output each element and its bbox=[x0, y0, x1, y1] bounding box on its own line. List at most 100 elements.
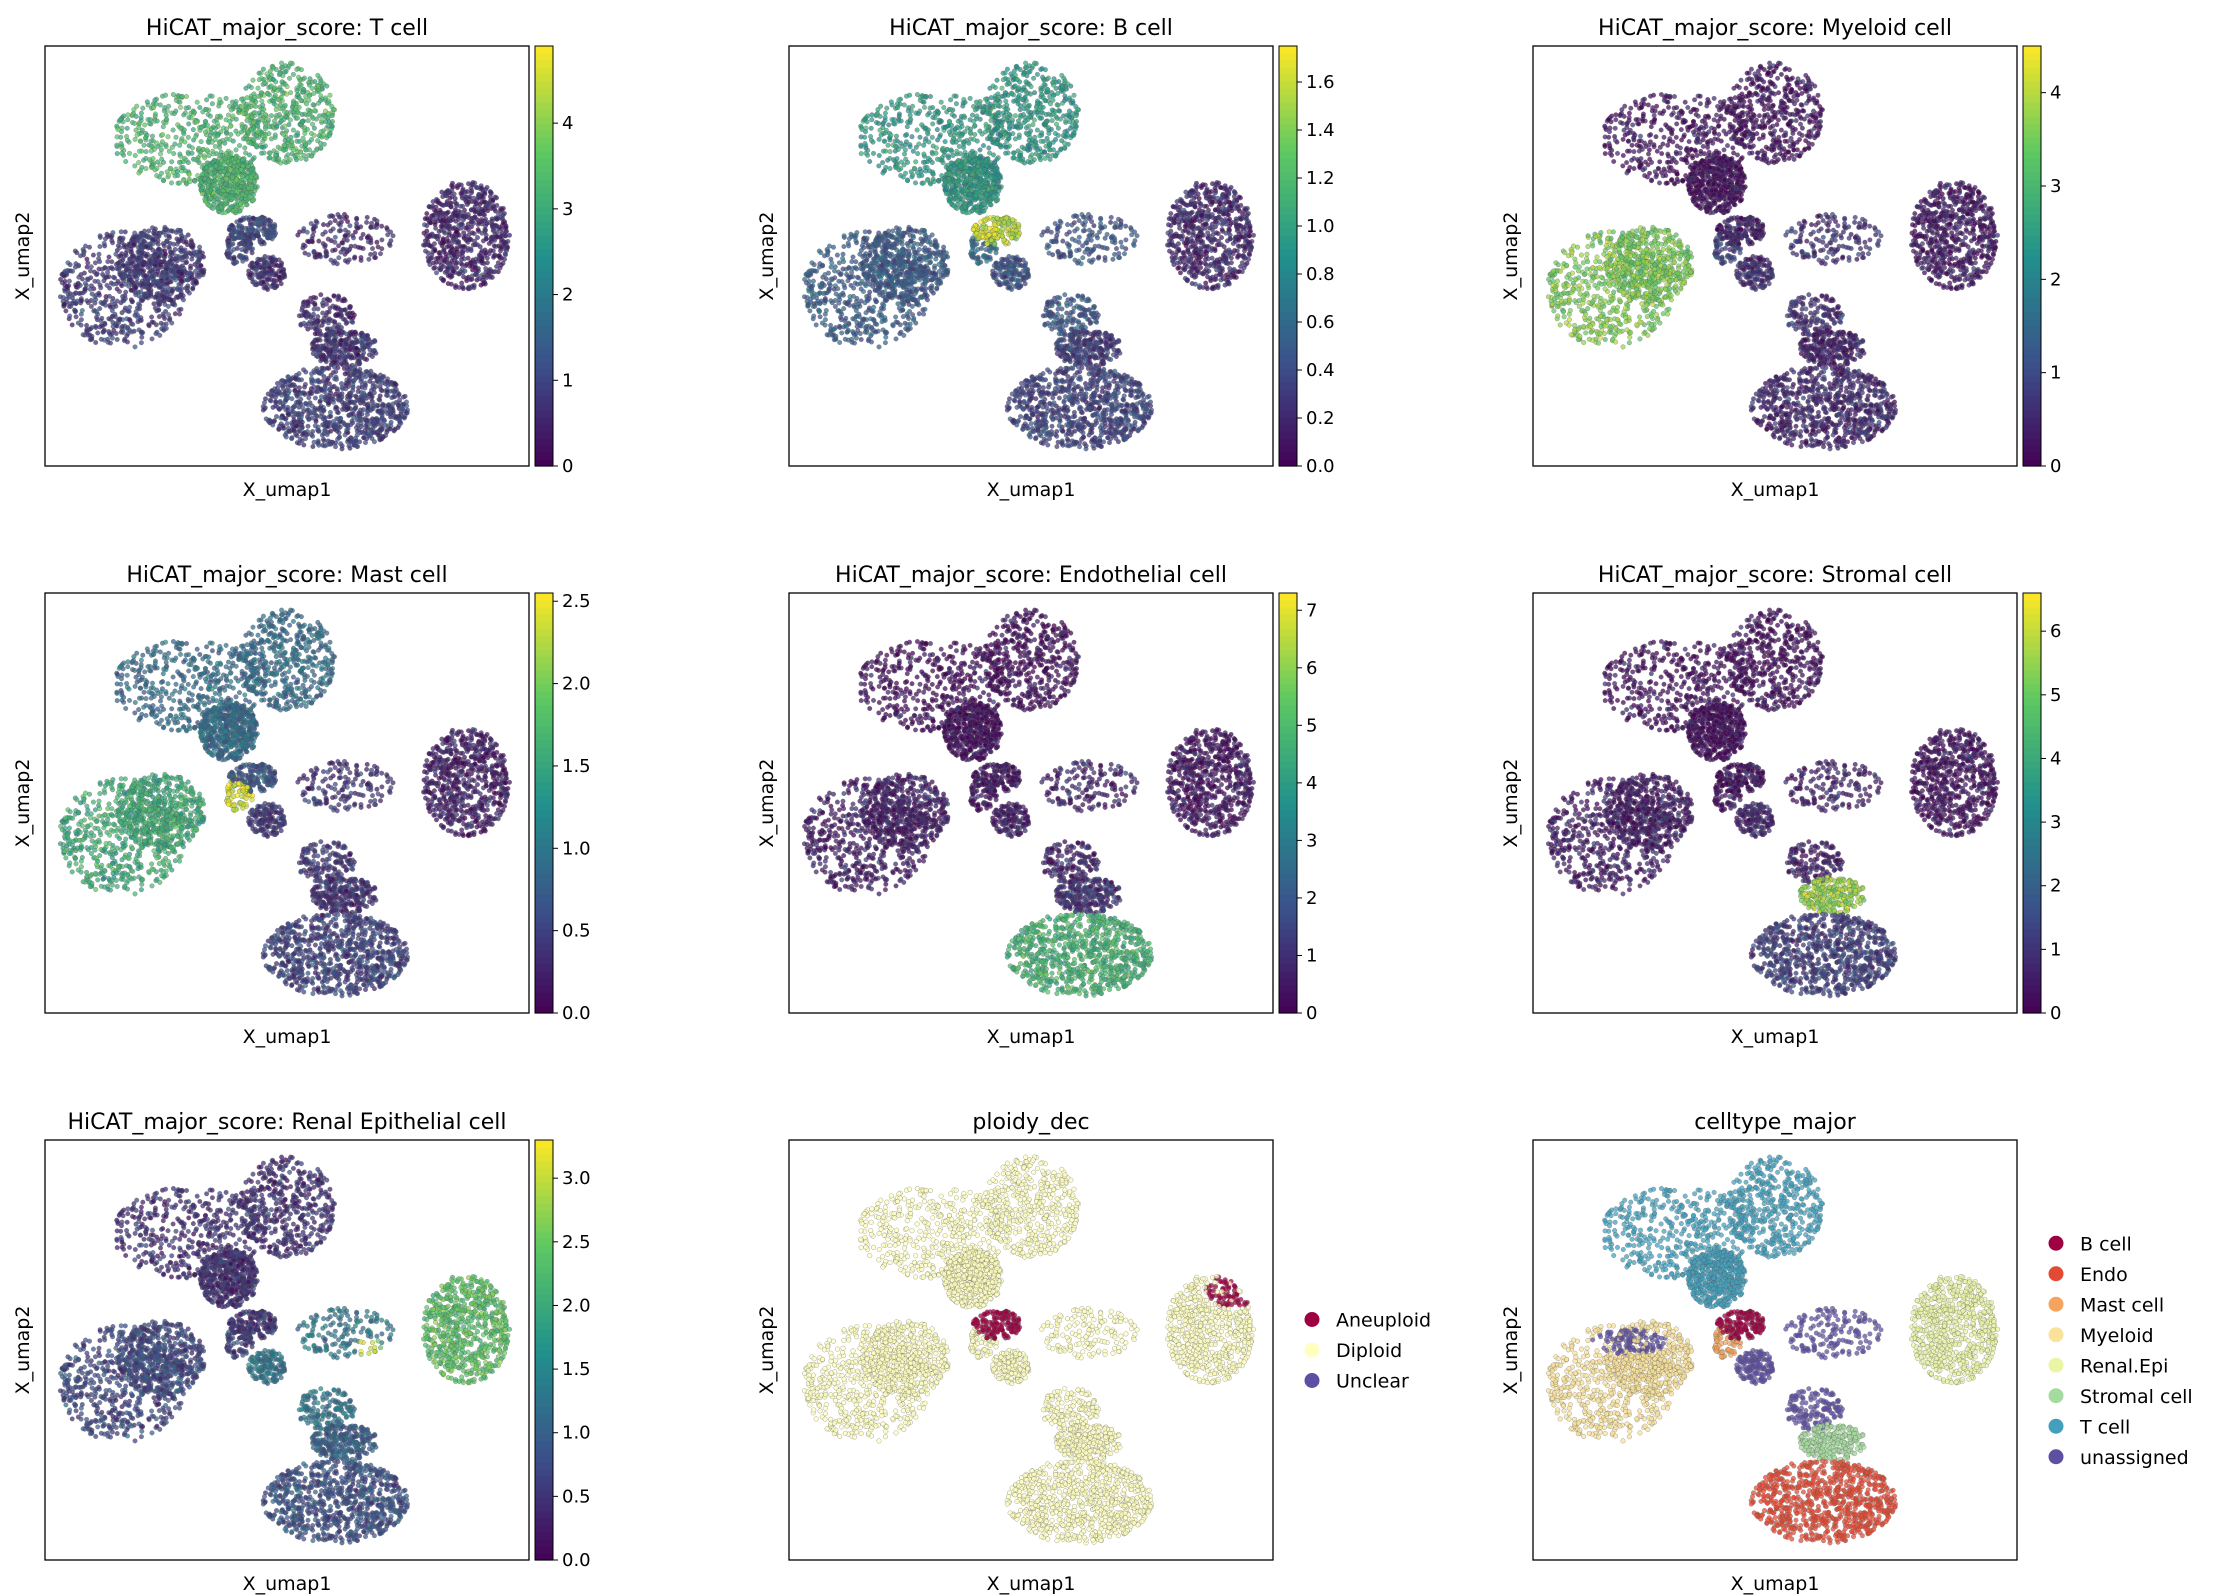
cell-point bbox=[288, 157, 293, 162]
colorbar-segment bbox=[535, 228, 553, 236]
cell-point bbox=[265, 72, 270, 77]
cell-point bbox=[174, 109, 179, 114]
cell-point bbox=[134, 290, 139, 295]
cell-point bbox=[67, 314, 72, 319]
cell-point bbox=[267, 218, 272, 223]
cell-point bbox=[421, 243, 426, 248]
cell-point bbox=[196, 158, 201, 163]
cell-point bbox=[217, 145, 222, 150]
cell-point bbox=[215, 133, 220, 138]
cell-point bbox=[125, 126, 130, 131]
cell-point bbox=[311, 102, 316, 107]
cell-point bbox=[86, 261, 91, 266]
cell-point bbox=[350, 366, 355, 371]
cell-point bbox=[224, 177, 229, 182]
colorbar-segment bbox=[535, 326, 553, 334]
cell-point bbox=[246, 269, 251, 274]
cell-point bbox=[194, 120, 199, 125]
cell-point bbox=[227, 245, 232, 250]
colorbar-segment bbox=[535, 459, 553, 467]
cell-point bbox=[161, 178, 166, 183]
cell-point bbox=[469, 190, 474, 195]
cell-point bbox=[217, 104, 222, 109]
cell-point bbox=[206, 184, 211, 189]
cell-point bbox=[296, 412, 301, 417]
cell-point bbox=[173, 303, 178, 308]
cell-point bbox=[149, 139, 154, 144]
cell-point bbox=[351, 236, 356, 241]
cell-point bbox=[319, 94, 324, 99]
cell-point bbox=[359, 424, 364, 429]
cell-point bbox=[316, 440, 321, 445]
cell-point bbox=[306, 303, 311, 308]
cell-point bbox=[241, 157, 246, 162]
cell-point bbox=[131, 322, 136, 327]
cell-point bbox=[477, 220, 482, 225]
cell-point bbox=[399, 410, 404, 415]
cell-point bbox=[116, 127, 121, 132]
cell-point bbox=[286, 411, 291, 416]
cell-point bbox=[134, 104, 139, 109]
cell-point bbox=[226, 188, 231, 193]
colorbar-segment bbox=[535, 130, 553, 138]
cell-point bbox=[428, 233, 433, 238]
cell-point bbox=[136, 239, 141, 244]
cell-point bbox=[103, 265, 108, 270]
cell-point bbox=[273, 231, 278, 236]
cell-point bbox=[319, 394, 324, 399]
cell-point bbox=[231, 231, 236, 236]
cell-point bbox=[218, 114, 223, 119]
cell-point bbox=[318, 145, 323, 150]
cell-point bbox=[471, 221, 476, 226]
cell-point bbox=[450, 259, 455, 264]
cell-point bbox=[150, 337, 155, 342]
cell-point bbox=[152, 302, 157, 307]
cell-point bbox=[184, 182, 189, 187]
cell-point bbox=[100, 316, 105, 321]
colorbar-segment bbox=[535, 452, 553, 460]
cell-point bbox=[73, 283, 78, 288]
cell-point bbox=[281, 404, 286, 409]
cell-point bbox=[343, 318, 348, 323]
cell-point bbox=[94, 272, 99, 277]
cell-point bbox=[279, 61, 284, 66]
cell-point bbox=[107, 255, 112, 260]
cell-point bbox=[318, 408, 323, 413]
cell-point bbox=[164, 145, 169, 150]
cell-point bbox=[352, 335, 357, 340]
cell-point bbox=[179, 286, 184, 291]
cell-point bbox=[324, 338, 329, 343]
cell-point bbox=[269, 113, 274, 118]
cell-point bbox=[164, 289, 169, 294]
cell-point bbox=[372, 387, 377, 392]
cell-point bbox=[322, 346, 327, 351]
cell-point bbox=[228, 183, 233, 188]
cell-point bbox=[161, 124, 166, 129]
cell-point bbox=[337, 331, 342, 336]
cell-point bbox=[136, 160, 141, 165]
cell-point bbox=[127, 309, 132, 314]
cell-point bbox=[165, 285, 170, 290]
cell-point bbox=[177, 312, 182, 317]
cell-point bbox=[274, 273, 279, 278]
cell-point bbox=[155, 330, 160, 335]
cell-point bbox=[295, 88, 300, 93]
colorbar-segment bbox=[535, 186, 553, 194]
cell-point bbox=[461, 275, 466, 280]
cell-point bbox=[304, 370, 309, 375]
cell-point bbox=[116, 318, 121, 323]
cell-point bbox=[261, 134, 266, 139]
cell-point bbox=[321, 222, 326, 227]
cell-point bbox=[190, 253, 195, 258]
cell-point bbox=[187, 115, 192, 120]
cell-point bbox=[146, 235, 151, 240]
cell-point bbox=[354, 346, 359, 351]
cell-point bbox=[63, 283, 68, 288]
cell-point bbox=[436, 256, 441, 261]
cell-point bbox=[459, 257, 464, 262]
cell-point bbox=[295, 131, 300, 136]
cell-point bbox=[346, 380, 351, 385]
cell-point bbox=[373, 339, 378, 344]
cell-point bbox=[497, 254, 502, 259]
cell-point bbox=[374, 351, 379, 356]
